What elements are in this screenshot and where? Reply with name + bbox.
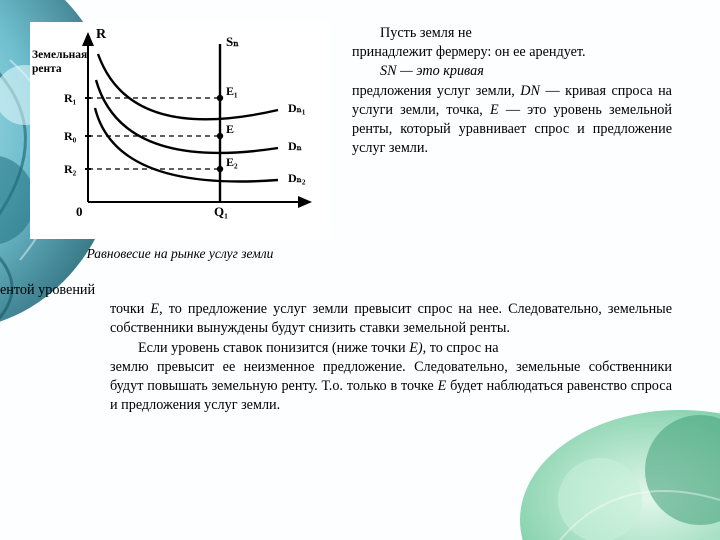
svg-text:Dₙ₂: Dₙ₂ [288, 171, 306, 185]
chart-column: RЗемельнаярента0SₙQ₁Dₙ₁DₙDₙ₂E₁R₁ER₀E₂R₂ … [30, 22, 330, 263]
p1-s2e: Е [490, 102, 499, 118]
svg-text:R₁: R₁ [64, 91, 77, 105]
svg-text:R₀: R₀ [64, 129, 77, 143]
fragment-block: ентой уровений точки Е, то предложение у… [30, 281, 672, 415]
p1-s2c: DN [520, 83, 540, 99]
svg-text:Dₙ₁: Dₙ₁ [288, 101, 306, 115]
svg-text:рента: рента [32, 63, 62, 75]
f-l2b: Е [150, 301, 159, 317]
p1-s1b: принадлежит фермеру: он ее арендует. [352, 44, 586, 60]
svg-text:0: 0 [76, 204, 83, 219]
fragment-cut-line: ентой уровений [0, 281, 672, 300]
p1-s1a: Пусть земля не [380, 25, 472, 41]
f-l3e: Е [438, 378, 447, 394]
svg-text:E₂: E₂ [226, 155, 238, 169]
intro-paragraph: Пусть земля не принадлежит фермеру: он е… [352, 22, 672, 158]
equilibrium-chart: R Земельная рента 0 Sₙ Q₁ Dₙ₁ Dₙ Dₙ₂ E₁ R₁ E R₀ E₂ R₂ [30, 22, 330, 239]
svg-text:Dₙ: Dₙ [288, 139, 302, 153]
svg-text:Земельная: Земельная [32, 49, 87, 61]
svg-text:E₁: E₁ [226, 84, 238, 98]
svg-text:R: R [96, 27, 107, 42]
chart-caption: Равновесие на рынке услуг земли [30, 245, 330, 263]
f-l3b: Е), [409, 340, 426, 356]
svg-text:Sₙ: Sₙ [226, 34, 239, 49]
f-l2c: , то предложение услуг земли превысит сп… [110, 301, 672, 336]
f-l3a: Если уровень ставок понизится (ниже точк… [138, 340, 409, 356]
svg-text:E: E [226, 122, 234, 136]
p1-s2a: SN — это кривая [380, 63, 484, 79]
f-l2a: точки [110, 301, 150, 317]
p1-s2b: предложения услуг земли, [352, 83, 520, 99]
svg-text:Q₁: Q₁ [214, 204, 228, 219]
svg-text:R₂: R₂ [64, 162, 77, 176]
f-l3c: то спрос на [426, 340, 498, 356]
